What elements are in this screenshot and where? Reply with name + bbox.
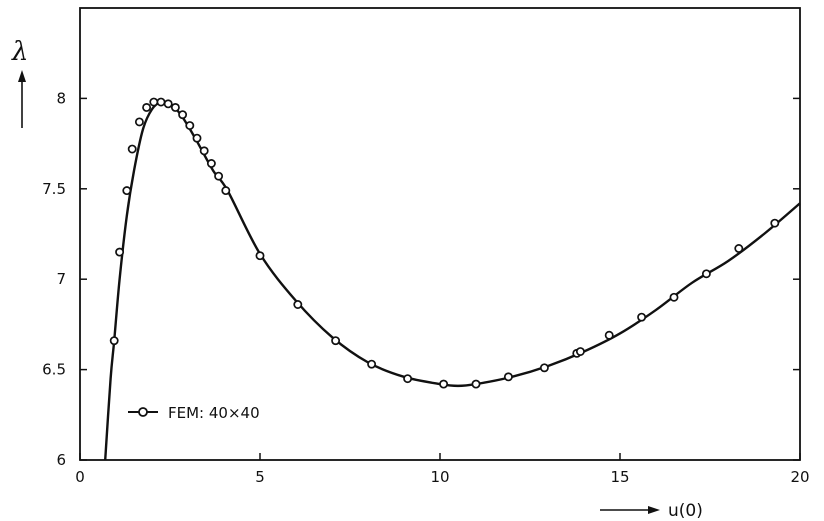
data-point — [539, 363, 549, 373]
data-point — [149, 97, 159, 107]
data-point — [503, 372, 513, 382]
x-tick-label: 10 — [430, 468, 449, 486]
x-tick-label: 20 — [790, 468, 809, 486]
plot-frame — [79, 7, 801, 461]
series-line — [104, 100, 801, 461]
series-curves — [104, 100, 801, 461]
data-point — [471, 379, 481, 389]
data-point — [734, 244, 744, 253]
data-point — [214, 171, 224, 181]
data-point — [770, 218, 780, 228]
series-markers — [109, 97, 780, 389]
data-point — [142, 102, 152, 112]
data-point — [115, 247, 125, 257]
data-point — [293, 300, 303, 309]
data-point — [669, 292, 679, 302]
data-point — [192, 133, 202, 143]
data-point — [185, 121, 195, 130]
y-tick-label: 7 — [56, 270, 66, 288]
x-tick-label: 0 — [75, 468, 85, 486]
data-point — [127, 144, 137, 154]
y-tick-label: 8 — [56, 89, 66, 107]
x-tick-label: 5 — [255, 468, 265, 486]
data-point — [367, 359, 377, 369]
data-point — [255, 251, 265, 261]
y-axis-arrow — [18, 70, 26, 128]
y-tick-label: 7.5 — [42, 180, 66, 198]
y-tick-label: 6 — [56, 451, 66, 469]
legend-marker — [138, 407, 148, 417]
data-point — [156, 97, 166, 107]
axis-ticks: 0 5 10 15 20 6 6.5 7 7.5 8 — [42, 89, 809, 486]
y-axis-title: λ — [11, 37, 28, 67]
data-point — [163, 99, 173, 109]
data-point — [439, 379, 449, 389]
data-point — [122, 186, 132, 196]
legend: FEM: 40×40 — [128, 404, 260, 422]
legend-label: FEM: 40×40 — [168, 404, 260, 422]
data-point — [701, 269, 711, 279]
x-tick-label: 15 — [610, 468, 629, 486]
data-point — [403, 374, 413, 384]
data-point — [206, 159, 216, 168]
data-point — [604, 330, 614, 340]
data-point — [199, 146, 209, 156]
data-point — [170, 102, 180, 112]
plot-area-border — [79, 7, 801, 461]
data-point — [575, 347, 585, 356]
y-tick-label: 6.5 — [42, 361, 66, 379]
data-point — [109, 336, 119, 346]
data-point — [134, 117, 144, 127]
data-point — [178, 110, 188, 120]
data-point — [331, 336, 341, 346]
x-axis-title: u(0) — [668, 501, 703, 521]
x-axis-arrow — [600, 506, 660, 514]
data-point — [637, 312, 647, 322]
data-point — [221, 186, 231, 196]
